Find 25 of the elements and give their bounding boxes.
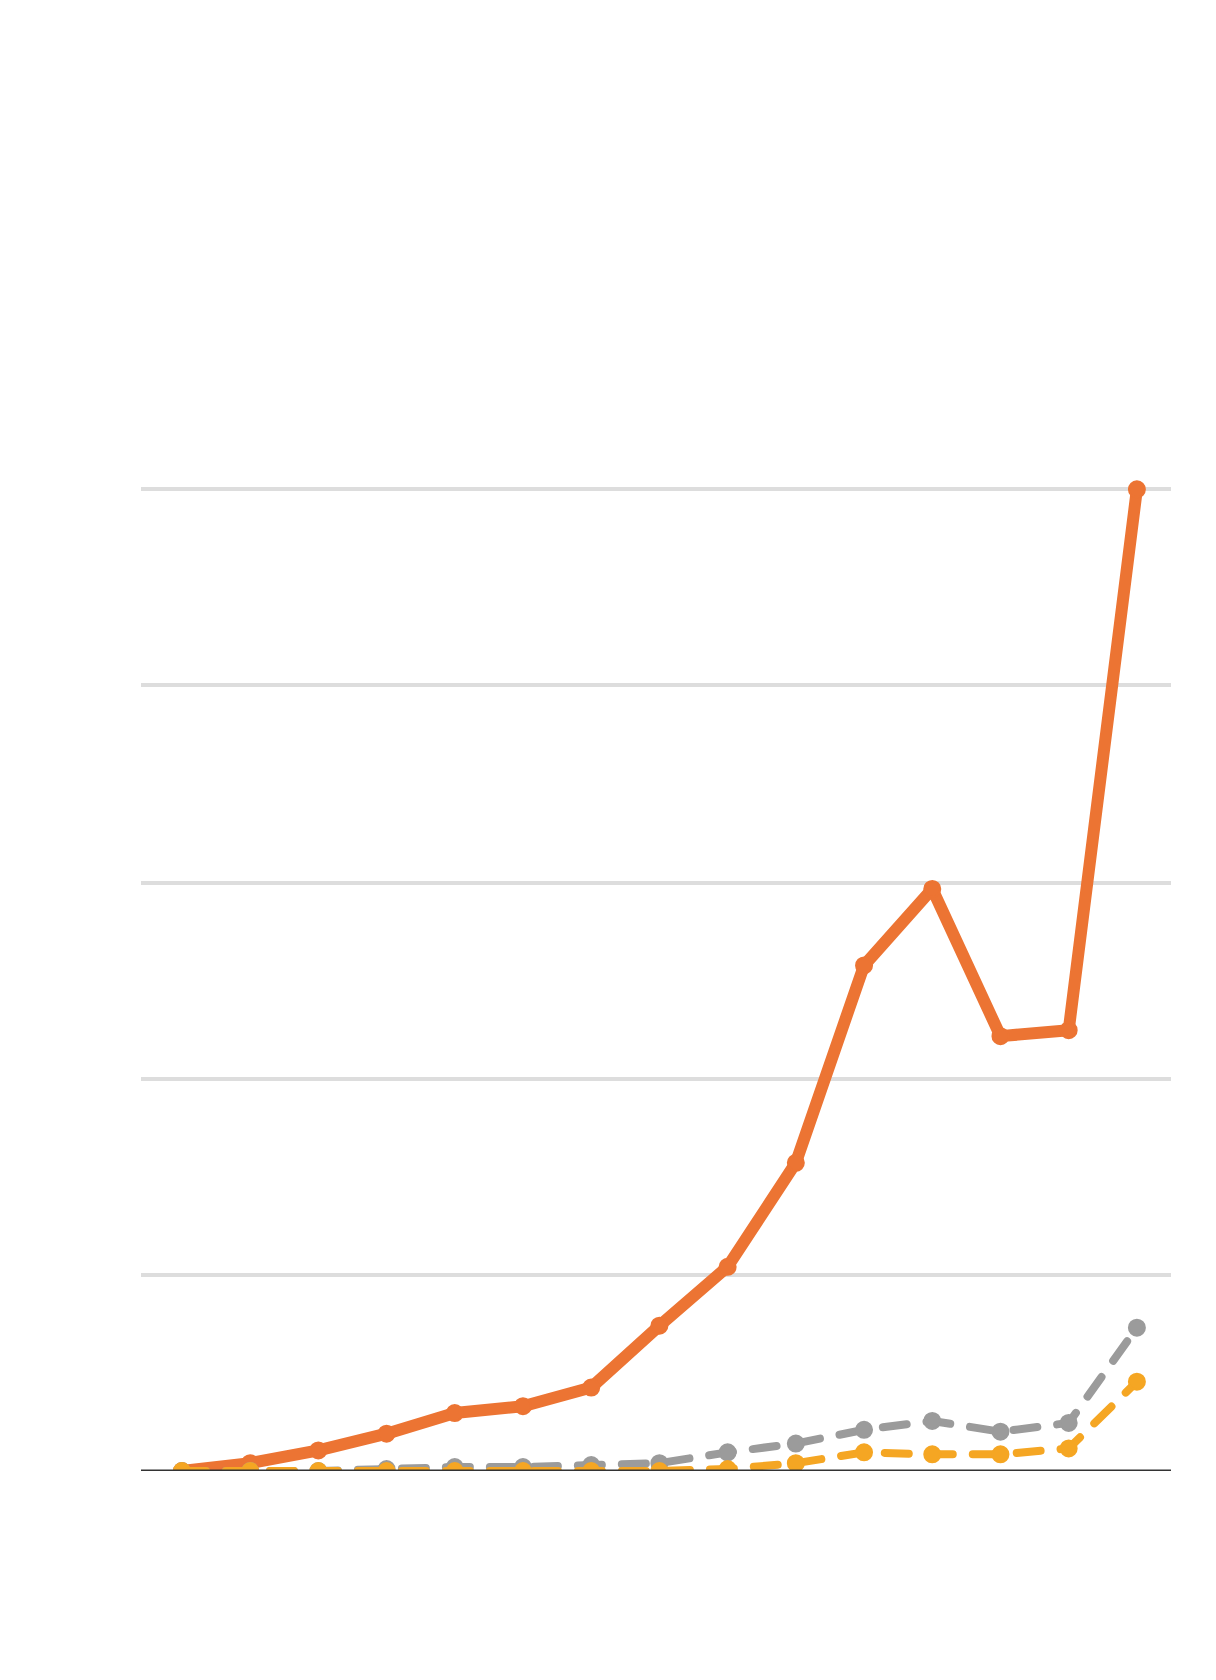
point: [513, 1397, 532, 1416]
point: [991, 1445, 1010, 1464]
point: [650, 1316, 669, 1335]
point: [991, 1422, 1010, 1441]
point: [923, 1411, 942, 1430]
point: [786, 1434, 805, 1453]
point: [855, 1443, 874, 1462]
point: [786, 1454, 805, 1471]
point: [377, 1424, 396, 1443]
point: [718, 1443, 737, 1462]
point: [718, 1257, 737, 1276]
point: [445, 1404, 464, 1423]
point: [1059, 1021, 1078, 1040]
point: [1127, 1372, 1146, 1391]
point: [1059, 1439, 1078, 1458]
point: [1127, 480, 1146, 499]
point: [1059, 1413, 1078, 1432]
point: [855, 956, 874, 975]
point: [786, 1153, 805, 1172]
point: [582, 1378, 601, 1397]
point: [855, 1420, 874, 1439]
point: [1127, 1318, 1146, 1337]
point: [991, 1027, 1010, 1046]
point: [309, 1441, 328, 1460]
point: [923, 1445, 942, 1464]
